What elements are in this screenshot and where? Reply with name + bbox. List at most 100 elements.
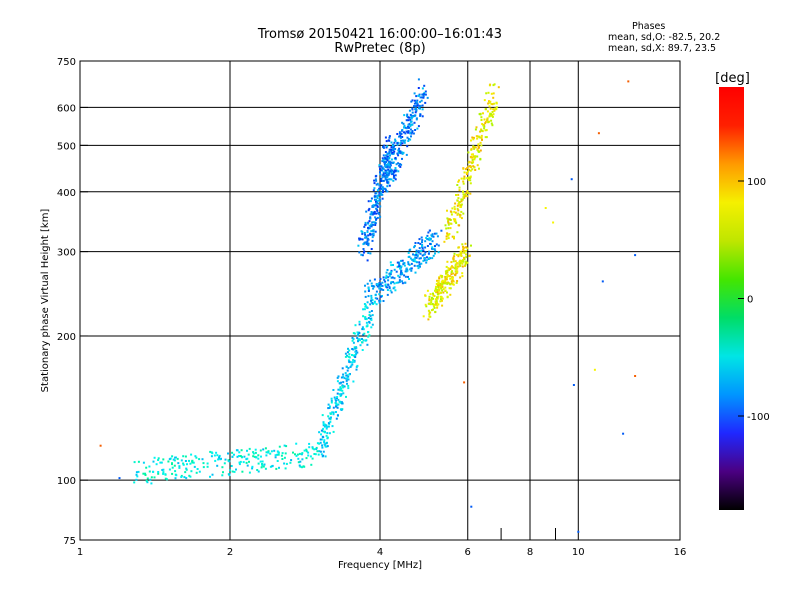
data-point [251,467,254,470]
y-tick-label: 600 [57,103,76,114]
data-point [481,138,483,141]
data-point [376,216,379,219]
data-point [403,114,406,117]
data-point [454,273,457,276]
x-tick-label: 16 [674,547,687,558]
data-point [188,474,191,477]
data-point [440,296,443,299]
data-point [397,149,400,152]
data-point [453,205,456,208]
data-point [341,402,344,405]
data-point [375,218,377,221]
data-point [448,287,451,290]
data-point [351,354,353,356]
data-point [164,477,167,480]
data-point [152,460,155,463]
data-point [238,455,240,457]
data-point [228,460,231,463]
data-point [178,466,181,469]
data-point [415,253,418,256]
data-point [491,124,494,127]
colorbar-tick-label: 0 [747,295,753,306]
data-point [464,242,467,245]
data-point [478,113,481,116]
data-point [196,468,199,470]
data-point [374,175,377,178]
data-point [432,254,435,257]
data-point [403,131,405,134]
data-point [171,472,174,475]
data-point [460,198,463,201]
data-point [386,190,389,193]
data-point [469,155,472,158]
data-point [399,152,402,155]
data-point [399,144,402,147]
data-point [462,259,465,262]
data-point [368,321,371,324]
data-point [391,169,394,172]
data-point [388,150,391,153]
data-point [483,127,486,130]
data-point [472,165,475,168]
data-point [189,475,192,478]
data-point [342,386,345,389]
data-point [465,192,468,195]
data-point [462,180,465,183]
data-point [455,281,458,284]
data-point [394,167,397,169]
data-point [371,211,374,214]
data-point [386,181,389,184]
data-point [383,161,386,164]
data-point [435,300,438,303]
data-point [393,170,395,173]
data-point [347,387,350,390]
data-point [398,276,401,279]
data-point [429,293,432,296]
data-point [401,152,404,155]
data-point [407,251,410,254]
y-tick-label: 500 [57,141,76,152]
data-point [446,276,449,279]
data-point [319,441,322,444]
colorbar-tick-label: 100 [747,177,766,188]
data-point [351,363,354,366]
data-point [393,148,396,151]
data-point [366,343,369,346]
data-point [190,453,193,456]
data-point [484,129,487,132]
data-point [466,261,469,264]
data-point [460,177,463,180]
data-point [329,412,332,415]
data-point [476,137,479,140]
data-point [357,244,360,247]
data-point [381,197,384,200]
data-point [162,458,165,461]
data-point [416,261,418,264]
data-point [366,301,369,304]
data-point [352,380,355,383]
data-point [145,466,148,469]
data-point [416,255,419,258]
data-point [265,454,268,457]
data-point [362,251,365,254]
data-point [347,375,350,378]
data-point [385,173,388,176]
data-point [388,287,391,289]
data-point [417,267,420,270]
data-point [277,451,280,454]
data-point [405,127,408,130]
data-point [384,283,387,286]
data-point [408,264,411,266]
data-point [413,102,416,105]
data-point [317,453,320,456]
data-point [404,275,407,278]
data-point [361,231,364,233]
data-point [593,368,596,371]
data-point [357,333,360,336]
data-point [390,168,393,171]
data-point [332,389,335,391]
data-point [444,286,447,289]
data-point [380,188,382,190]
data-point [336,406,339,409]
data-point [369,216,372,219]
